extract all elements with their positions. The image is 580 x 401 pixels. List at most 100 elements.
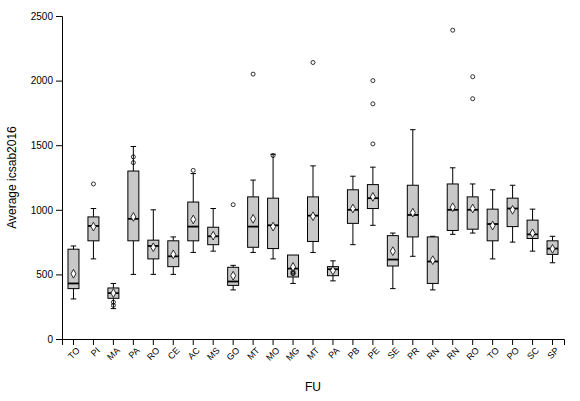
box	[487, 190, 498, 259]
whisker	[313, 241, 314, 252]
box-body	[447, 184, 458, 231]
tick-label: TO	[66, 345, 82, 361]
tick-label: AC	[186, 345, 202, 361]
mean-marker	[131, 213, 136, 222]
box	[387, 233, 398, 289]
mean-marker	[330, 266, 335, 275]
tick-label: CE	[166, 345, 182, 361]
tick-label: RO	[145, 345, 162, 362]
tick-label: MO	[264, 345, 281, 362]
box	[188, 168, 199, 252]
tick-mark	[412, 339, 413, 345]
tick: RO	[464, 339, 481, 362]
whisker	[153, 259, 154, 275]
tick: AC	[186, 339, 202, 361]
mean-marker	[490, 221, 495, 230]
tick-mark	[253, 339, 254, 345]
whisker-cap	[450, 234, 455, 235]
tick: MS	[205, 339, 222, 362]
tick-mark	[432, 339, 433, 345]
tick-mark	[392, 339, 393, 345]
mean-marker	[470, 204, 475, 213]
chart: 05001000150020002500TOPIMAPAROCEACMSGOMT…	[0, 0, 580, 401]
whisker	[452, 168, 453, 184]
mean-marker	[450, 203, 455, 212]
whisker	[313, 166, 314, 197]
box-body	[248, 197, 259, 247]
tick-label: SC	[525, 345, 541, 361]
tick: MO	[264, 339, 281, 363]
y-axis-title: Average icsab2016	[5, 126, 19, 229]
whisker	[512, 185, 513, 198]
box-body	[327, 267, 338, 276]
axis-line	[63, 340, 565, 346]
whisker-cap	[111, 283, 116, 284]
whisker-cap	[290, 283, 295, 284]
whisker-cap	[151, 274, 156, 275]
whisker-cap	[190, 252, 195, 253]
mean-marker	[310, 212, 315, 221]
whisker-cap	[91, 208, 96, 209]
box-body	[208, 227, 219, 244]
mean-marker	[71, 269, 76, 278]
whisker	[372, 209, 373, 226]
tick-mark	[56, 274, 62, 275]
tick: GO	[225, 339, 242, 362]
tick: PE	[366, 339, 382, 361]
box-body	[527, 220, 538, 238]
mean-marker	[271, 222, 276, 231]
tick-label: PO	[505, 345, 521, 361]
whisker-cap	[470, 183, 475, 184]
box	[507, 185, 518, 242]
flier	[371, 142, 375, 146]
tick-mark	[552, 339, 553, 345]
tick-label: RN	[445, 345, 461, 361]
tick-mark	[73, 339, 74, 345]
whisker-cap	[550, 236, 555, 237]
whisker	[273, 249, 274, 259]
whisker	[452, 230, 453, 234]
flier	[371, 102, 375, 106]
whisker-cap	[490, 189, 495, 190]
flier	[131, 155, 135, 159]
whisker	[173, 237, 174, 241]
box	[88, 182, 99, 259]
tick-mark	[313, 339, 314, 345]
mean-marker	[251, 214, 256, 223]
tick: TO	[66, 339, 82, 361]
tick: PB	[346, 339, 362, 361]
tick-mark	[173, 339, 174, 345]
whisker-cap	[131, 274, 136, 275]
tick-mark	[452, 339, 453, 345]
whisker	[512, 227, 513, 243]
mean-marker	[191, 215, 196, 224]
axis-line	[56, 17, 63, 340]
box	[68, 246, 79, 299]
box-body	[487, 209, 498, 241]
plot: 05001000150020002500TOPIMAPAROCEACMSGOMT…	[31, 11, 565, 363]
box-body	[387, 236, 398, 266]
tick: 2000	[31, 75, 62, 86]
whisker-cap	[210, 208, 215, 209]
box	[327, 261, 338, 281]
box-body	[507, 198, 518, 226]
tick-mark	[56, 210, 62, 211]
tick-label: 1000	[31, 205, 54, 216]
whisker-cap	[470, 233, 475, 234]
whisker	[93, 241, 94, 259]
whisker	[392, 266, 393, 289]
box	[268, 154, 279, 259]
whisker-cap	[171, 236, 176, 237]
box-body	[547, 241, 558, 255]
median	[228, 281, 239, 283]
box-body	[188, 202, 199, 241]
whisker-cap	[370, 167, 375, 168]
tick-mark	[472, 339, 473, 345]
tick-label: PR	[405, 345, 421, 361]
tick: PA	[127, 339, 142, 361]
tick: MA	[105, 339, 122, 362]
whisker-cap	[390, 288, 395, 289]
whisker-cap	[131, 146, 136, 147]
box-body	[308, 197, 319, 242]
box	[427, 236, 438, 290]
